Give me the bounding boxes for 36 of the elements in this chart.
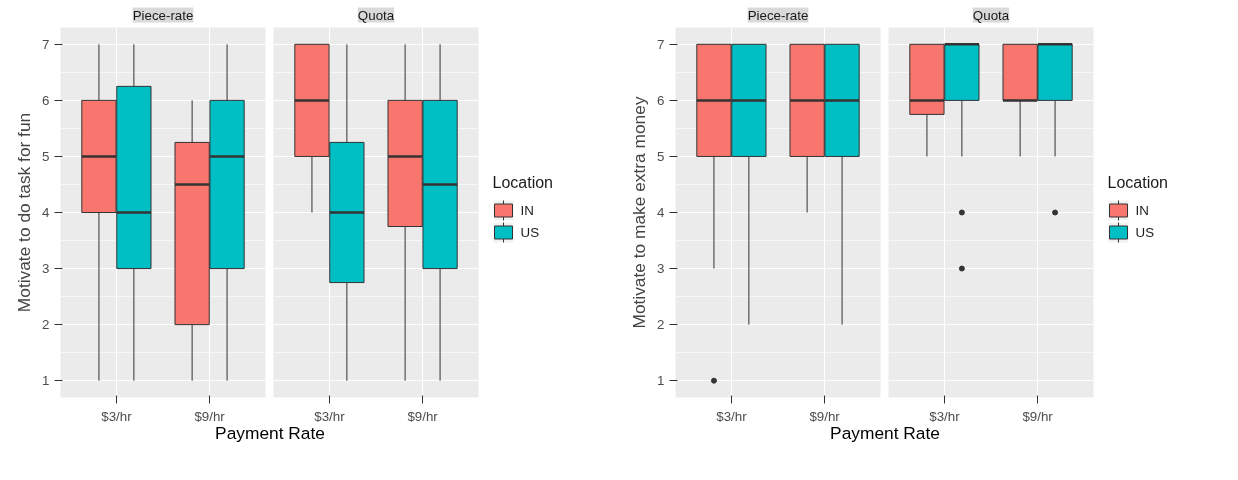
y-tick-label: 2 [42, 317, 50, 333]
y-tick-label: 2 [657, 317, 665, 333]
y-tick-label: 3 [42, 261, 50, 277]
y-tick-label: 1 [42, 373, 50, 389]
y-tick-label: 7 [42, 36, 50, 52]
x-axis-title: Payment Rate [215, 422, 325, 445]
legend-title: Location [492, 174, 553, 191]
x-tick-label: $3/hr [314, 408, 346, 424]
y-tick-label: 7 [657, 36, 665, 52]
x-tick-label: $9/hr [194, 408, 226, 424]
y-tick-label: 5 [657, 148, 665, 164]
chart-title: Piece-rate [132, 7, 194, 23]
y-tick-label: 5 [42, 148, 50, 164]
x-tick-label: $3/hr [101, 408, 133, 424]
x-tick-label: $9/hr [1022, 408, 1054, 424]
y-axis-title: Motivate to do task for fun [14, 112, 35, 313]
y-tick-label: 6 [42, 92, 50, 108]
chart-title: Quota [972, 7, 1010, 23]
chart-title: Quota [357, 7, 395, 23]
y-tick-label: 6 [657, 92, 665, 108]
y-axis-title: Motivate to make extra money [629, 96, 650, 329]
legend-label: US [1135, 225, 1155, 240]
legend-label: IN [1135, 203, 1149, 218]
x-tick-label: $3/hr [929, 408, 961, 424]
legend-label: IN [520, 203, 534, 218]
y-tick-label: 4 [42, 205, 51, 220]
x-axis-title: Payment Rate [830, 422, 940, 445]
y-tick-label: 1 [657, 373, 665, 389]
chart-title: Piece-rate [747, 7, 809, 23]
legend-label: US [520, 225, 540, 240]
y-tick-label: 3 [657, 261, 665, 277]
x-tick-label: $3/hr [716, 408, 748, 424]
legend-title: Location [1107, 174, 1168, 191]
x-tick-label: $9/hr [809, 408, 841, 424]
x-tick-label: $9/hr [407, 408, 439, 424]
y-tick-label: 4 [657, 205, 666, 220]
